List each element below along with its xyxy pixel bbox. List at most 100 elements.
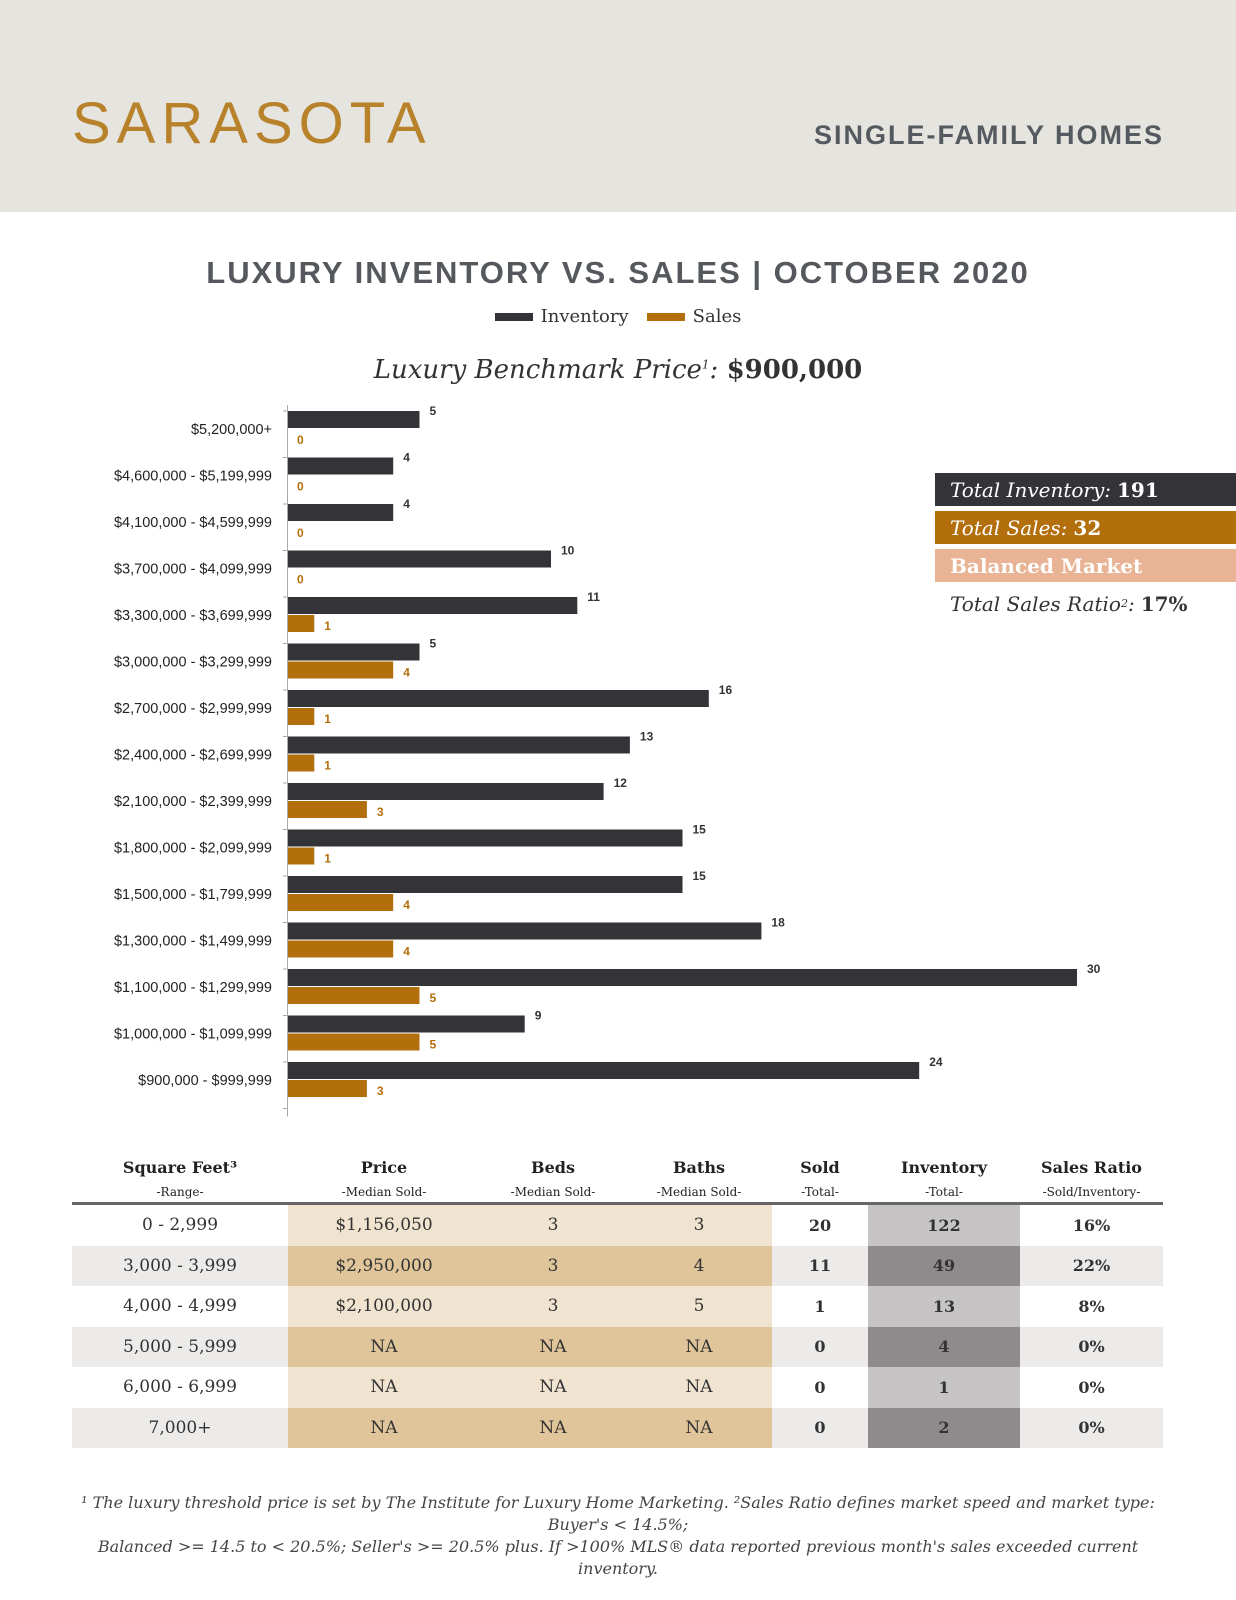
data-label-sales: 1 [324, 712, 331, 726]
header-title: Beds [531, 1158, 575, 1177]
cell-beds: 3 [480, 1286, 626, 1327]
cell-beds: 3 [480, 1245, 626, 1286]
city-title: SARASOTA [72, 91, 432, 156]
legend-swatch-sales [646, 312, 685, 321]
data-label-inventory: 16 [719, 683, 733, 697]
cell-range: 5,000 - 5,999 [123, 1336, 237, 1357]
header-square-feet: Square Feet³ -Range- [72, 1155, 288, 1202]
bar-inventory [288, 597, 578, 614]
footnote: ¹ The luxury threshold price is set by T… [0, 1492, 1236, 1580]
cell-inventory: 49 [868, 1245, 1020, 1286]
data-label-sales: 5 [430, 1038, 437, 1052]
category-label: $900,000 - $999,999 [138, 1073, 272, 1089]
category-label: $3,700,000 - $4,099,999 [114, 562, 272, 578]
data-label-inventory: 13 [640, 730, 654, 744]
data-label-sales: 0 [297, 433, 304, 447]
cell-sales-ratio: 16% [1072, 1215, 1111, 1235]
cell-price: $2,950,000 [288, 1245, 480, 1286]
summary-stats: Total Inventory: 191 Total Sales: 32 Balan… [935, 473, 1236, 625]
category-label: $1,000,000 - $1,099,999 [114, 1027, 272, 1043]
category-label: $1,500,000 - $1,799,999 [114, 887, 272, 903]
data-label-sales: 1 [324, 619, 331, 633]
data-label-inventory: 18 [771, 916, 785, 930]
total-sales-box: Total Sales: 32 [935, 511, 1236, 544]
category-label: $1,300,000 - $1,499,999 [114, 934, 272, 950]
bar-sales [288, 1080, 367, 1097]
segment-title: SINGLE-FAMILY HOMES [813, 120, 1164, 150]
cell-price: $1,156,050 [288, 1205, 480, 1246]
bar-inventory [288, 829, 683, 847]
cell-sold: 0 [814, 1337, 826, 1357]
header-sub: -Median Sold- [510, 1185, 596, 1199]
cell-baths: NA [626, 1326, 772, 1367]
data-label-inventory: 24 [929, 1055, 943, 1069]
cell-baths: 5 [626, 1286, 772, 1327]
data-label-sales: 0 [297, 480, 304, 494]
category-label: $2,400,000 - $2,699,999 [114, 748, 272, 764]
data-label-inventory: 10 [561, 544, 575, 558]
header-sub: -Sold/Inventory- [1042, 1185, 1141, 1199]
table-header: Square Feet³ -Range- Price -Median Sold- B… [72, 1155, 1163, 1205]
total-sales-ratio-label: Total Sales Ratio [950, 591, 1121, 616]
total-sales-ratio-box: Total Sales Ratio 2:17% [950, 591, 1188, 616]
cell-beds: NA [480, 1326, 626, 1367]
bar-sales [288, 708, 315, 725]
cell-baths: 3 [626, 1205, 772, 1246]
total-sales-label: Total Sales: [950, 515, 1068, 540]
bar-inventory [288, 690, 709, 707]
cell-price: NA [288, 1326, 480, 1367]
data-label-sales: 4 [403, 945, 410, 959]
footnote-line-1: ¹ The luxury threshold price is set by T… [81, 1493, 1155, 1534]
cell-range: 0 - 2,999 [141, 1215, 219, 1236]
legend-swatch-inventory [494, 312, 533, 321]
data-label-inventory: 30 [1087, 962, 1101, 976]
total-inventory-label: Total Inventory: [950, 477, 1112, 502]
category-label: $4,600,000 - $5,199,999 [114, 469, 272, 485]
data-label-sales: 3 [377, 805, 384, 819]
chart-legend: Inventory Sales [0, 306, 1236, 327]
header-sub: -Total- [925, 1185, 963, 1199]
total-inventory-box: Total Inventory: 191 [935, 473, 1236, 506]
cell-sold: 20 [808, 1215, 832, 1235]
cell-inventory: 2 [868, 1407, 1020, 1448]
table-row: 7,000+ NA NA NA 0 2 0% [72, 1407, 1163, 1448]
cell-sales-ratio: 22% [1072, 1256, 1111, 1276]
ratio-footnote-mark: 2 [1120, 597, 1128, 610]
bar-inventory [288, 736, 630, 754]
header-sales-ratio: Sales Ratio -Sold/Inventory- [1020, 1155, 1163, 1202]
cell-price: NA [288, 1367, 480, 1408]
data-label-inventory: 4 [403, 451, 410, 465]
data-label-inventory: 9 [535, 1009, 542, 1023]
legend-item-inventory: Inventory [494, 306, 629, 327]
header-title: Sales Ratio [1041, 1158, 1142, 1177]
header-inventory: Inventory -Total- [868, 1155, 1020, 1202]
header-sub: -Total- [801, 1185, 839, 1199]
data-label-inventory: 11 [587, 590, 600, 604]
table-row: 4,000 - 4,999 $2,100,000 3 5 1 13 8% [72, 1286, 1163, 1327]
data-label-sales: 5 [430, 991, 437, 1005]
data-label-sales: 1 [324, 759, 331, 773]
cell-range: 7,000+ [148, 1417, 212, 1438]
table-row: 3,000 - 3,999 $2,950,000 3 4 11 49 22% [72, 1245, 1163, 1286]
cell-range: 3,000 - 3,999 [123, 1255, 237, 1276]
data-label-sales: 1 [324, 852, 331, 866]
total-inventory-value: 191 [1117, 477, 1159, 502]
header-title: Baths [673, 1158, 725, 1177]
cell-sales-ratio: 0% [1078, 1337, 1105, 1357]
cell-baths: NA [626, 1367, 772, 1408]
benchmark-value: $900,000 [726, 355, 863, 385]
header-sub: -Median Sold- [656, 1185, 742, 1199]
bar-inventory [288, 969, 1077, 986]
data-label-sales: 4 [403, 666, 410, 680]
data-label-inventory: 5 [430, 637, 437, 651]
cell-inventory: 4 [868, 1326, 1020, 1367]
cell-beds: NA [480, 1407, 626, 1448]
cell-sales-ratio: 0% [1078, 1377, 1105, 1397]
cell-sold: 0 [814, 1377, 826, 1397]
bar-inventory [288, 1015, 525, 1033]
data-label-sales: 4 [403, 898, 410, 912]
cell-beds: NA [480, 1367, 626, 1408]
legend-label-inventory: Inventory [540, 306, 629, 327]
cell-beds: 3 [480, 1205, 626, 1246]
category-label: $3,000,000 - $3,299,999 [114, 655, 272, 671]
